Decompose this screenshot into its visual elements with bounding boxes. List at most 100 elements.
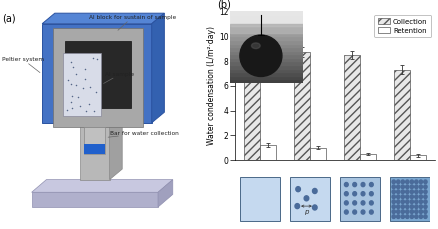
Bar: [230, 65, 302, 69]
Bar: [230, 51, 302, 54]
Point: [74, 95, 81, 98]
Point: [68, 94, 75, 98]
Text: (b): (b): [217, 0, 231, 9]
Polygon shape: [63, 53, 101, 116]
Circle shape: [360, 201, 364, 205]
Bar: [230, 22, 302, 26]
Text: p: p: [304, 209, 308, 215]
Point: [72, 73, 79, 76]
Circle shape: [391, 185, 395, 189]
Circle shape: [418, 195, 422, 199]
Circle shape: [409, 210, 413, 213]
Circle shape: [409, 185, 413, 189]
Circle shape: [414, 200, 417, 204]
Circle shape: [400, 195, 403, 199]
Bar: [230, 40, 302, 44]
Circle shape: [423, 185, 426, 189]
Bar: [230, 36, 302, 40]
Circle shape: [344, 192, 347, 196]
Point: [90, 109, 97, 112]
Circle shape: [396, 200, 399, 204]
Circle shape: [304, 196, 308, 201]
Circle shape: [369, 192, 372, 196]
Circle shape: [295, 187, 300, 192]
Polygon shape: [152, 13, 164, 123]
Bar: [244, 76, 259, 160]
FancyBboxPatch shape: [339, 177, 379, 221]
Bar: [230, 11, 302, 26]
Text: Al sample: Al sample: [103, 72, 134, 83]
Point: [72, 83, 79, 87]
Bar: [230, 11, 302, 15]
Circle shape: [400, 215, 403, 218]
Circle shape: [409, 200, 413, 204]
Bar: [230, 47, 302, 51]
Circle shape: [400, 180, 403, 184]
Text: Al block for sustain of sample: Al block for sustain of sample: [88, 15, 175, 30]
Point: [67, 100, 74, 104]
Bar: [309, 148, 325, 160]
Point: [67, 82, 74, 86]
Circle shape: [409, 180, 413, 184]
Circle shape: [360, 210, 364, 214]
Y-axis label: Water condensation (L/m²·day): Water condensation (L/m²·day): [207, 26, 216, 145]
Bar: [230, 61, 302, 65]
Circle shape: [239, 35, 281, 76]
Circle shape: [400, 190, 403, 194]
FancyBboxPatch shape: [389, 177, 429, 221]
Circle shape: [391, 215, 395, 218]
Circle shape: [423, 210, 426, 213]
Circle shape: [360, 192, 364, 196]
Point: [89, 57, 96, 60]
Circle shape: [400, 205, 403, 209]
Circle shape: [418, 180, 422, 184]
Point: [76, 104, 83, 108]
Circle shape: [409, 205, 413, 209]
Polygon shape: [42, 24, 152, 123]
Circle shape: [423, 200, 426, 204]
Point: [86, 85, 93, 89]
Circle shape: [391, 195, 395, 199]
Circle shape: [423, 190, 426, 194]
Bar: [230, 79, 302, 83]
Polygon shape: [80, 112, 122, 123]
Circle shape: [391, 190, 395, 194]
Circle shape: [391, 200, 395, 204]
Circle shape: [396, 215, 399, 218]
Circle shape: [400, 200, 403, 204]
Point: [93, 91, 100, 94]
Legend: Collection, Retention: Collection, Retention: [374, 15, 430, 37]
Point: [85, 102, 92, 105]
Circle shape: [418, 205, 422, 209]
Bar: [230, 29, 302, 33]
Text: Bar for water collection: Bar for water collection: [108, 131, 178, 137]
Polygon shape: [84, 144, 105, 154]
Bar: [393, 70, 409, 160]
Circle shape: [418, 190, 422, 194]
Circle shape: [391, 205, 395, 209]
Text: (a): (a): [2, 13, 16, 23]
Circle shape: [418, 215, 422, 218]
Bar: [230, 15, 302, 19]
Circle shape: [396, 180, 399, 184]
Circle shape: [344, 183, 347, 187]
Circle shape: [423, 205, 426, 209]
Circle shape: [405, 185, 408, 189]
Circle shape: [405, 210, 408, 213]
Circle shape: [344, 201, 347, 205]
Circle shape: [405, 215, 408, 218]
Point: [81, 67, 88, 71]
Polygon shape: [42, 13, 164, 24]
Circle shape: [352, 210, 356, 214]
Bar: [230, 69, 302, 72]
Bar: [230, 58, 302, 61]
Point: [93, 57, 100, 61]
Circle shape: [352, 192, 356, 196]
Bar: [230, 54, 302, 58]
Point: [81, 77, 88, 81]
Circle shape: [423, 180, 426, 184]
Circle shape: [360, 183, 364, 187]
Bar: [230, 72, 302, 76]
Bar: [230, 44, 302, 47]
Circle shape: [405, 205, 408, 209]
